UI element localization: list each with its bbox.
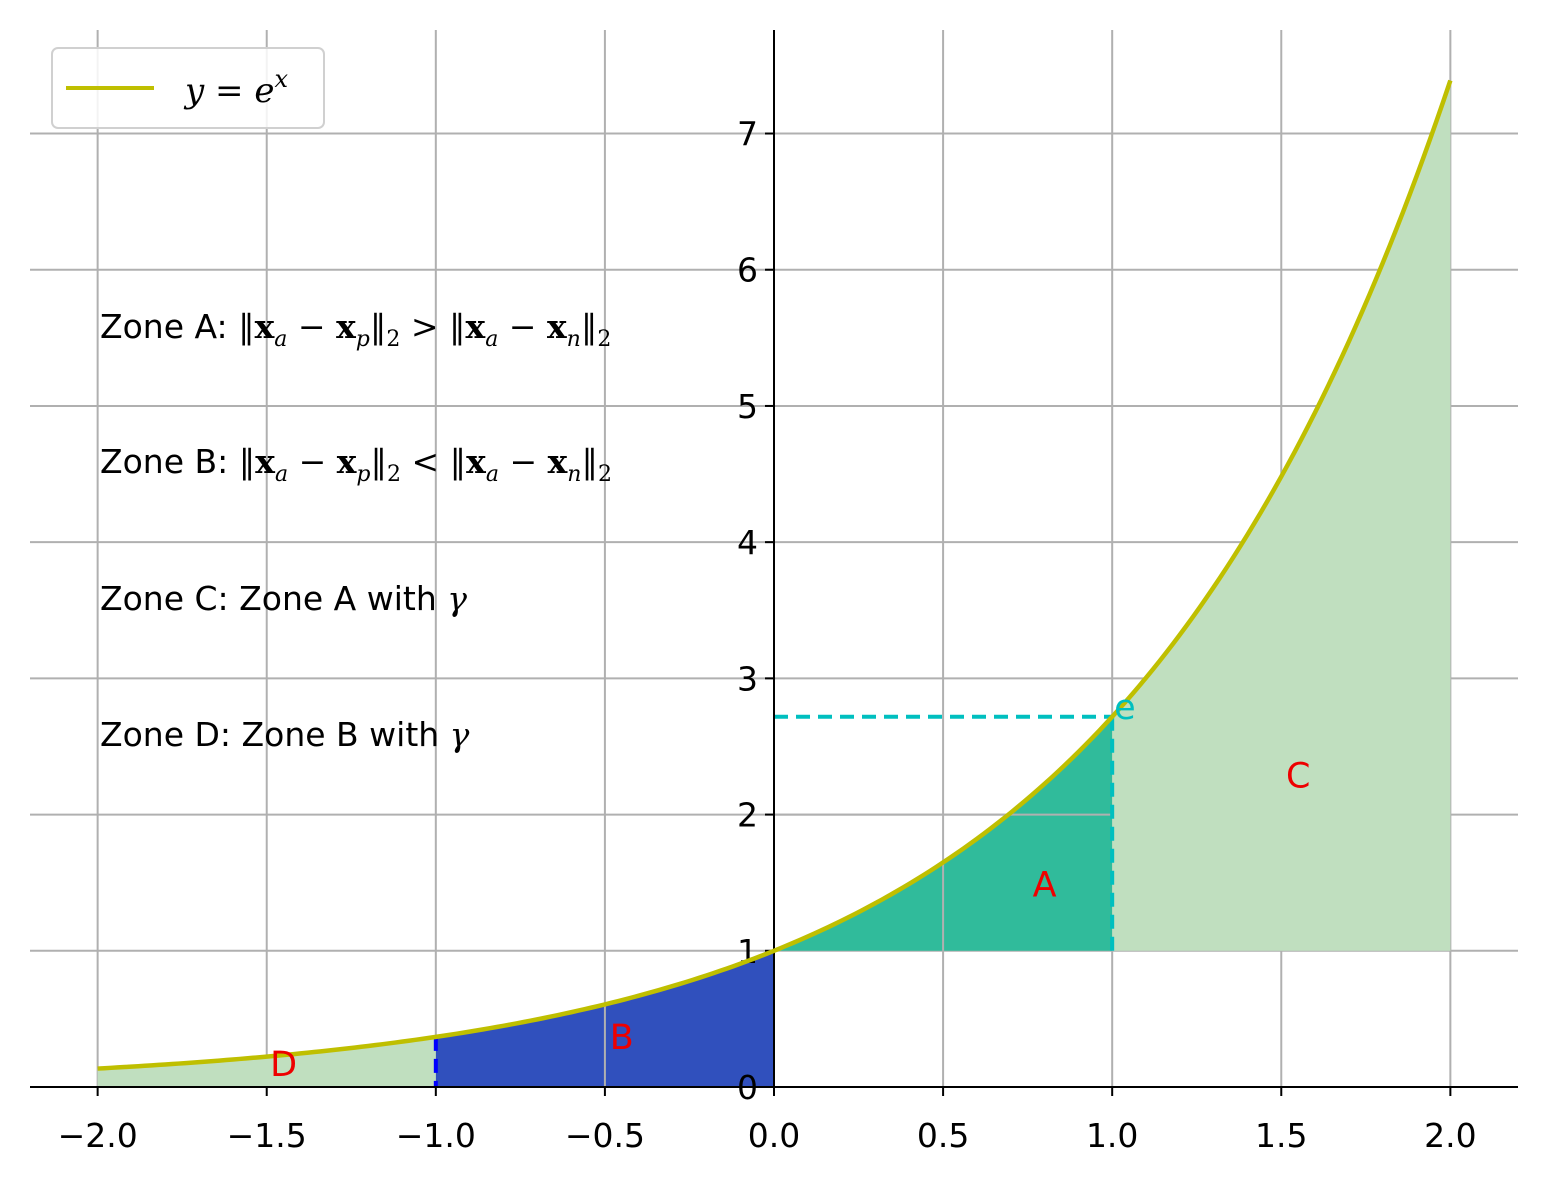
region-label-a: A xyxy=(1033,865,1057,905)
x-tick-label-0: −2.0 xyxy=(58,1116,138,1155)
y-tick-label-0: 0 xyxy=(737,1068,758,1107)
x-tick-label-7: 1.5 xyxy=(1255,1116,1307,1155)
zone-a-text: Zone A: ‖xa − xp‖2 > ‖xa − xn‖2 xyxy=(100,307,611,352)
y-tick-label-4: 4 xyxy=(737,523,758,562)
e-annotation: e xyxy=(1114,688,1136,728)
x-tick-label-4: 0.0 xyxy=(748,1116,800,1155)
region-a xyxy=(774,716,1113,951)
legend: y = ex xyxy=(51,47,325,129)
x-tick-label-5: 0.5 xyxy=(917,1116,969,1155)
zone-b-text: Zone B: ‖xa − xp‖2 < ‖xa − xn‖2 xyxy=(100,442,612,487)
x-tick-label-8: 2.0 xyxy=(1424,1116,1476,1155)
x-tick-label-6: 1.0 xyxy=(1086,1116,1138,1155)
y-tick-label-5: 5 xyxy=(737,387,758,426)
exp-curve-line xyxy=(97,79,1453,1071)
zone-c-text: Zone C: Zone A with γ xyxy=(100,579,467,618)
legend-label: y = ex xyxy=(183,65,288,111)
zone-d-text: Zone D: Zone B with γ xyxy=(100,715,470,754)
x-tick-label-1: −1.5 xyxy=(227,1116,307,1155)
x-tick-label-2: −1.0 xyxy=(396,1116,476,1155)
zone-annotations: Zone A: ‖xa − xp‖2 > ‖xa − xn‖2 Zone B: … xyxy=(100,307,612,754)
region-label-b: B xyxy=(610,1018,634,1058)
y-tick-label-3: 3 xyxy=(737,659,758,698)
region-label-c: C xyxy=(1286,756,1310,796)
curve-group xyxy=(97,79,1453,1071)
region-c xyxy=(1112,80,1451,951)
y-tick-label-7: 7 xyxy=(737,115,758,154)
region-label-d: D xyxy=(270,1045,297,1085)
y-tick-label-6: 6 xyxy=(737,251,758,290)
legend-box xyxy=(51,47,325,129)
y-tick-label-2: 2 xyxy=(737,796,758,835)
x-tick-label-3: −0.5 xyxy=(565,1116,645,1155)
guide-lines xyxy=(433,714,1115,1087)
